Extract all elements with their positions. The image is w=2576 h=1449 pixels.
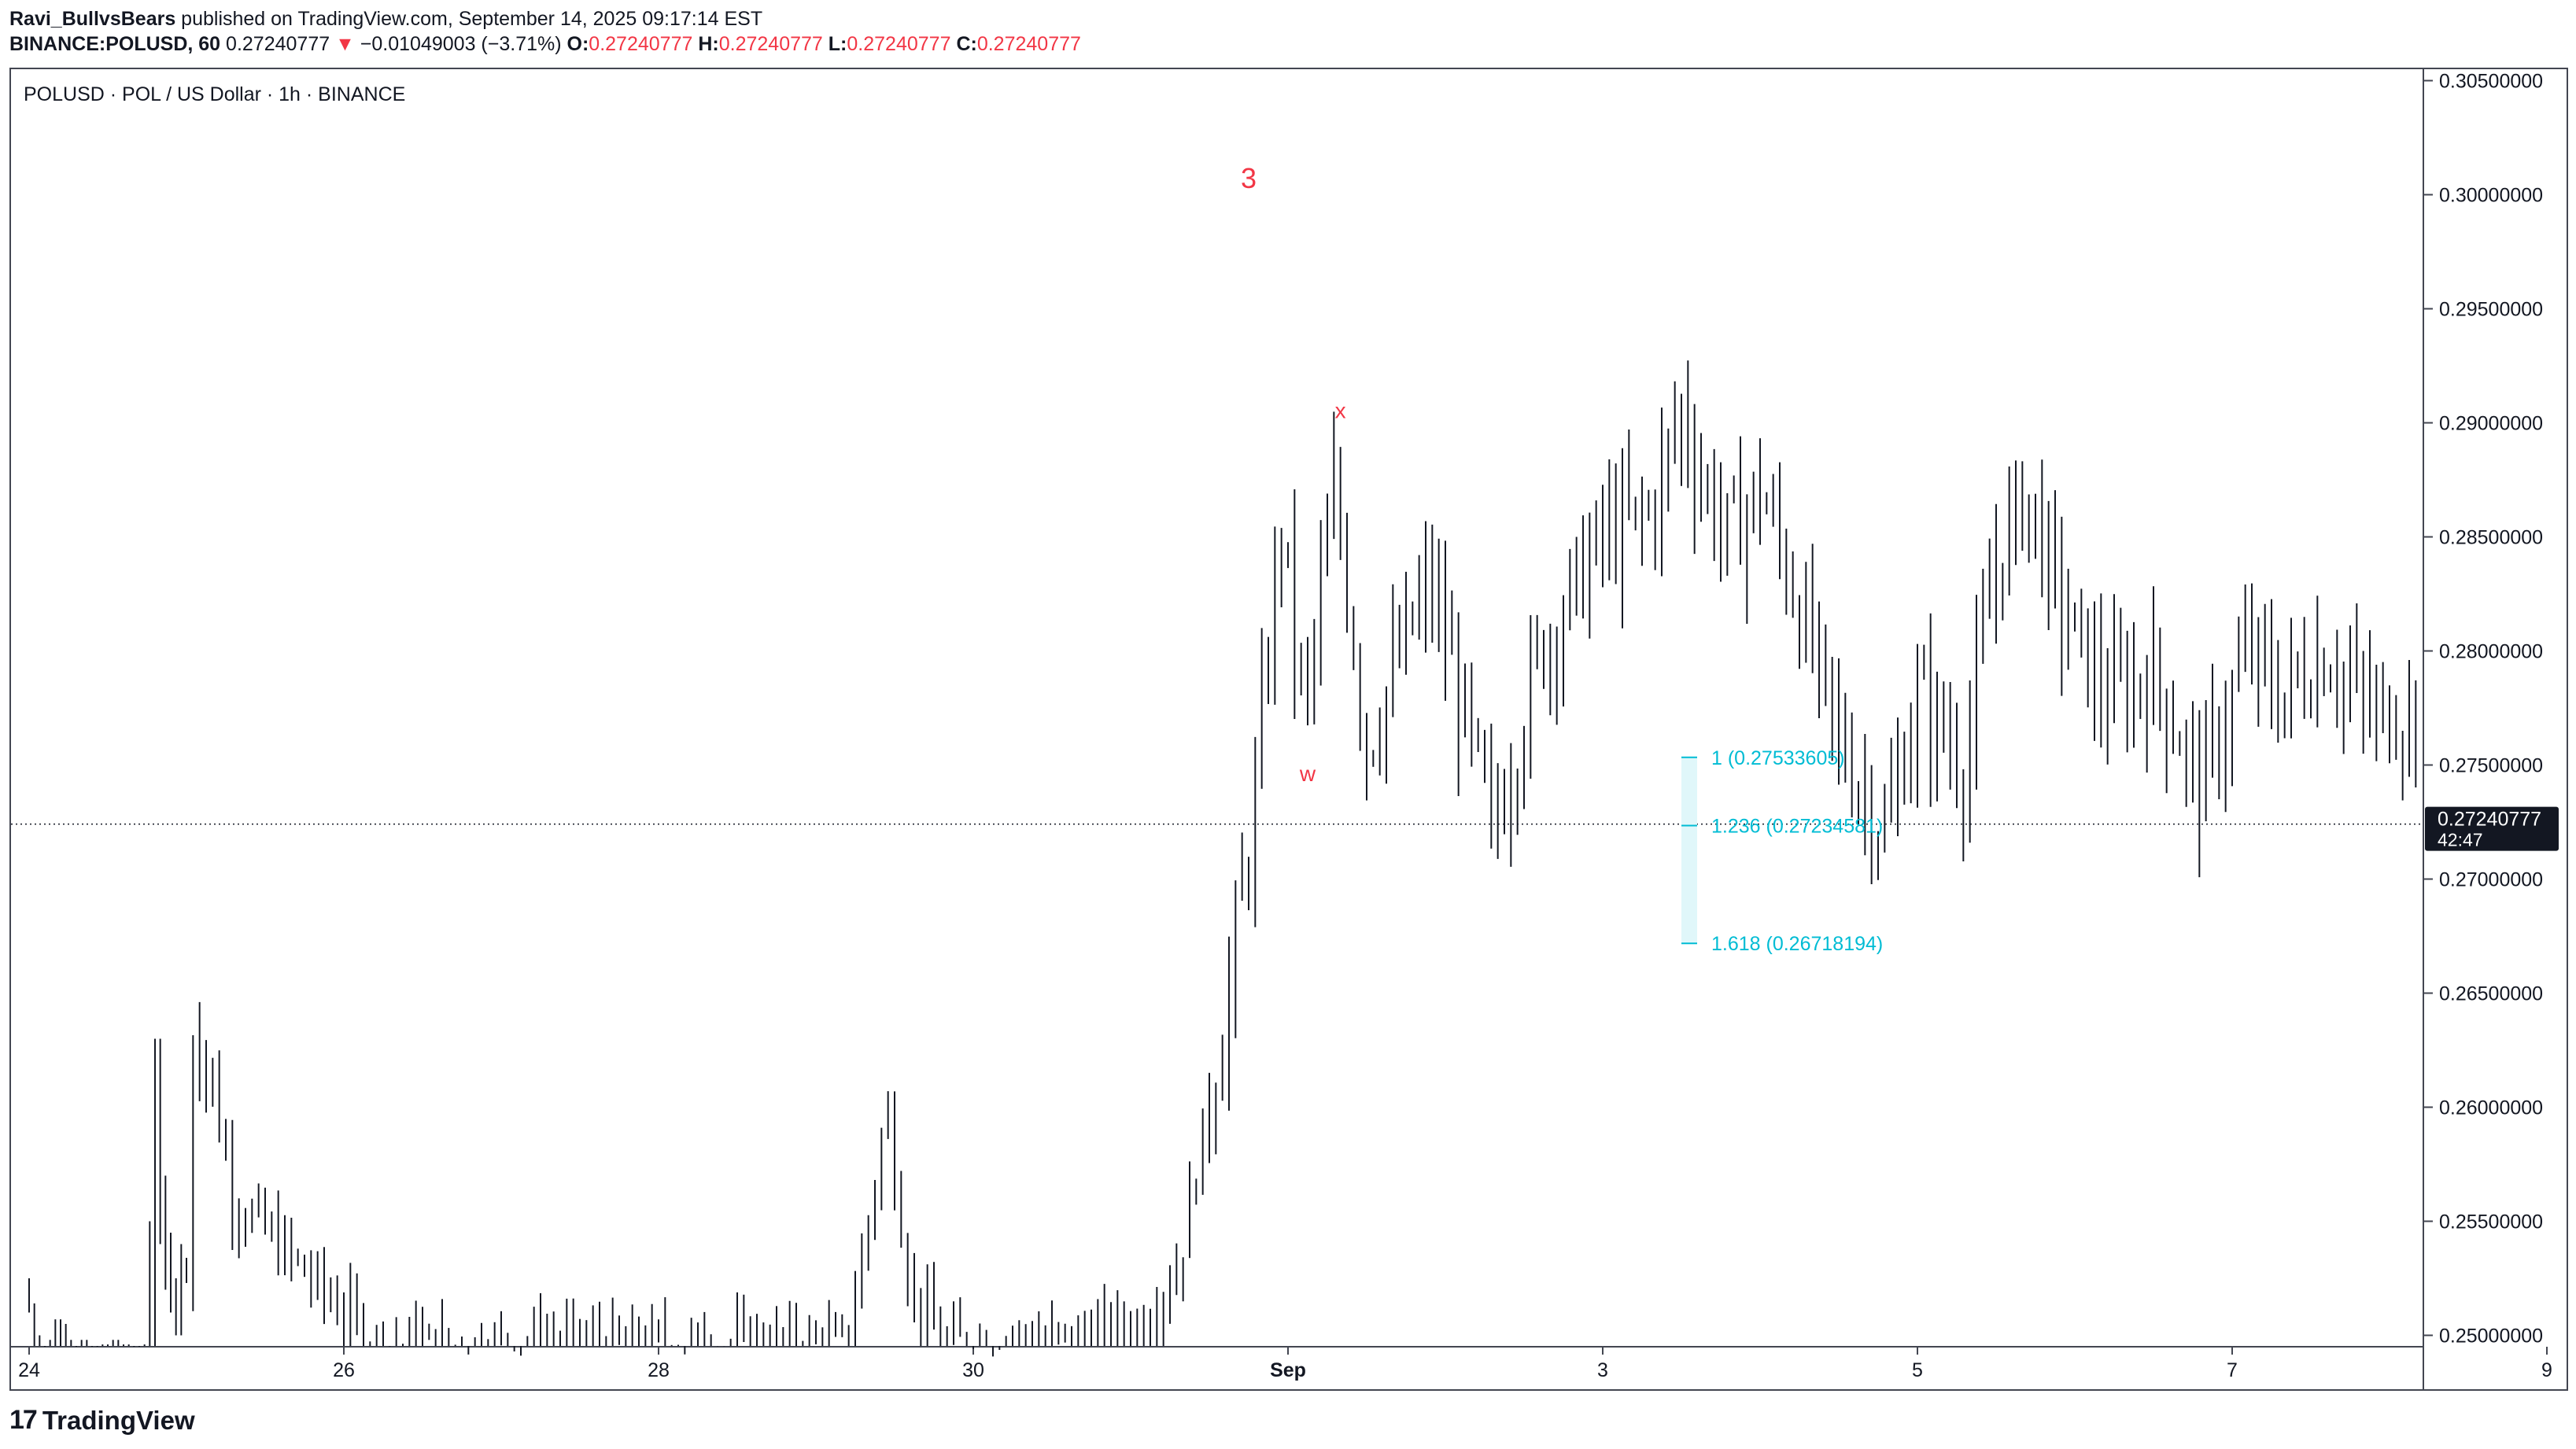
current-price-tag <box>2425 806 2559 851</box>
close-label: C: <box>956 33 977 55</box>
fib-1-zone <box>1681 757 1697 944</box>
y-tick-label: 0.27500000 <box>2439 755 2543 777</box>
symbol-info-line: BINANCE:POLUSD, 60 0.27240777 ▼ −0.01049… <box>9 31 1081 57</box>
chart-frame[interactable] <box>9 68 2568 1391</box>
x-tick-label: 5 <box>1912 1359 1923 1381</box>
y-tick-label: 0.28000000 <box>2439 641 2543 663</box>
fib-1-level-label: 1.236 (0.27234581) <box>1711 815 1883 837</box>
open-value: 0.27240777 <box>589 33 693 55</box>
author-name[interactable]: Ravi_BullvsBears <box>9 8 176 30</box>
price-change: −0.01049003 (−3.71%) <box>360 33 562 55</box>
y-tick-label: 0.29000000 <box>2439 413 2543 435</box>
y-tick-label: 0.30000000 <box>2439 185 2543 207</box>
open-label: O: <box>566 33 589 55</box>
low-value: 0.27240777 <box>847 33 951 55</box>
fib-1-level-label: 1.618 (0.26718194) <box>1711 933 1883 955</box>
y-tick-label: 0.27000000 <box>2439 869 2543 891</box>
symbol-name: BINANCE:POLUSD, 60 <box>9 33 221 55</box>
x-tick-label: Sep <box>1270 1359 1306 1381</box>
publish-text: published on TradingView.com, September … <box>175 8 763 30</box>
x-tick-label: 9 <box>2541 1359 2552 1381</box>
plot-area: 0.30500000 0.30000000 0.29500000 0.29000000… <box>11 69 2559 1389</box>
high-value: 0.27240777 <box>718 33 823 55</box>
close-value: 0.27240777 <box>976 33 1081 55</box>
current-price-label: 0.27240777 <box>2438 809 2541 831</box>
y-tick-label: 0.26500000 <box>2439 983 2543 1005</box>
y-tick-label: 0.26000000 <box>2439 1097 2543 1119</box>
fib-1-level-label: 1 (0.27533605) <box>1711 747 1845 769</box>
x-tick-label: 7 <box>2227 1359 2238 1381</box>
x-tick-label: 28 <box>648 1359 670 1381</box>
last-price: 0.27240777 <box>226 33 330 55</box>
wave-label: 3 <box>1241 162 1257 194</box>
y-tick-label: 0.29500000 <box>2439 299 2543 321</box>
publish-line: Ravi_BullvsBears published on TradingVie… <box>9 6 762 31</box>
chart-title: POLUSD · POL / US Dollar · 1h · BINANCE <box>24 83 405 105</box>
bar-countdown: 42:47 <box>2438 830 2483 850</box>
y-tick-label: 0.25500000 <box>2439 1211 2543 1233</box>
x-tick-label: 26 <box>333 1359 355 1381</box>
wave-label: x <box>1335 399 1346 423</box>
high-label: H: <box>698 33 719 55</box>
x-tick-label: 24 <box>18 1359 40 1381</box>
x-tick-label: 30 <box>962 1359 984 1381</box>
wave-label: w <box>1299 761 1316 786</box>
low-label: L: <box>828 33 847 55</box>
tradingview-logo-text: TradingView <box>42 1405 195 1435</box>
change-down-icon: ▼ <box>335 33 355 55</box>
y-tick-label: 0.25000000 <box>2439 1325 2543 1348</box>
y-tick-label: 0.28500000 <box>2439 527 2543 549</box>
y-tick-label: 0.30500000 <box>2439 71 2543 93</box>
tradingview-logo-icon: 17 <box>9 1405 38 1435</box>
tradingview-logo[interactable]: 17 TradingView <box>9 1405 195 1436</box>
x-tick-label: 3 <box>1597 1359 1608 1381</box>
